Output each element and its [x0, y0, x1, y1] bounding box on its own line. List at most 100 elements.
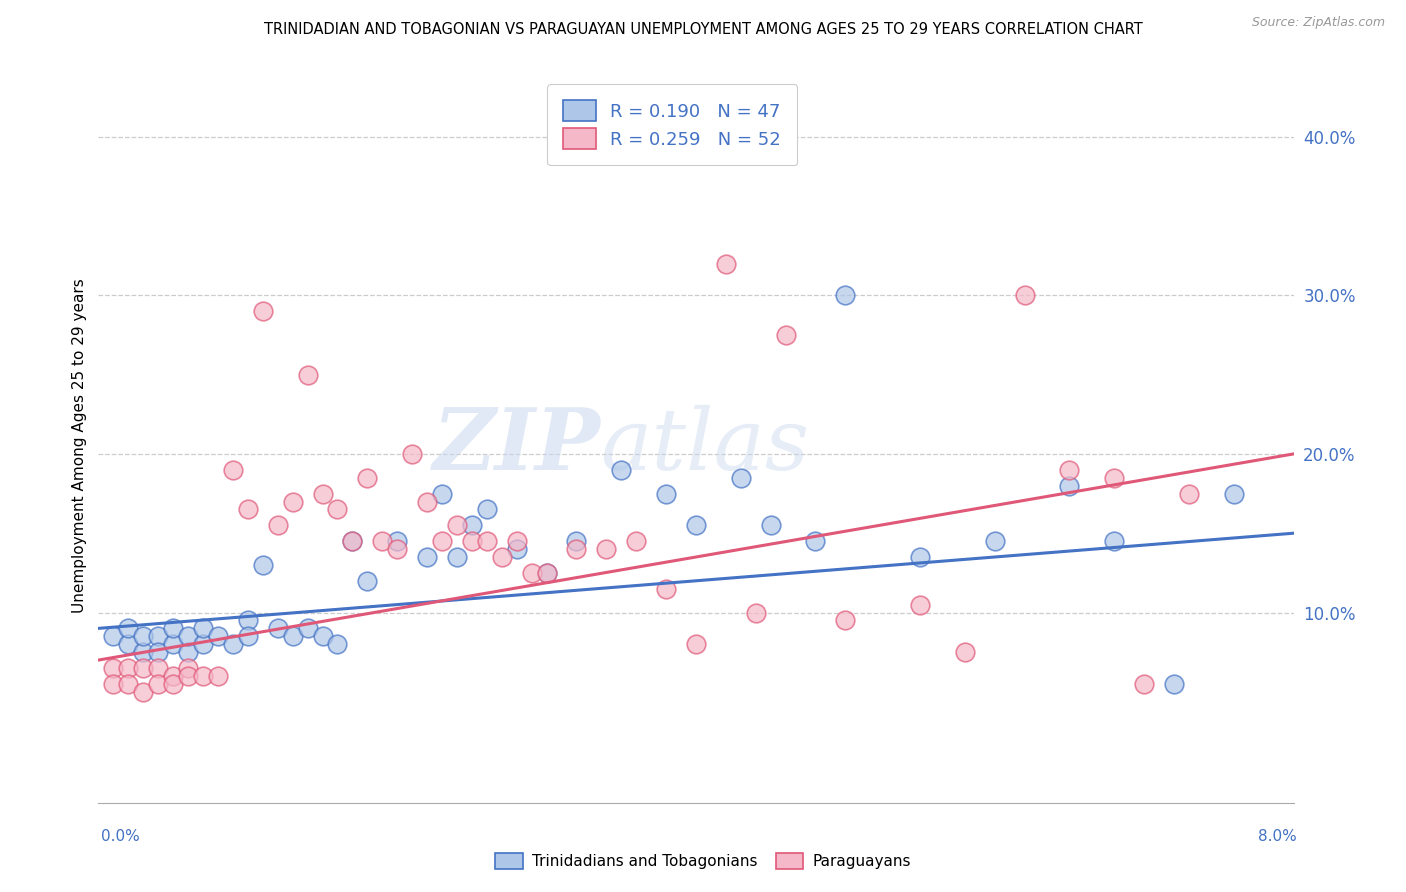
Point: [595, 542, 617, 557]
Point: [117, 621, 139, 635]
Point: [132, 685, 155, 699]
Point: [267, 518, 290, 533]
Point: [506, 534, 529, 549]
Point: [236, 614, 259, 628]
Point: [983, 534, 1005, 549]
Point: [416, 494, 439, 508]
Point: [385, 534, 409, 549]
Point: [685, 637, 707, 651]
Point: [730, 471, 752, 485]
Point: [177, 669, 200, 683]
Point: [177, 645, 200, 659]
Point: [148, 629, 170, 643]
Point: [536, 566, 558, 580]
Text: TRINIDADIAN AND TOBAGONIAN VS PARAGUAYAN UNEMPLOYMENT AMONG AGES 25 TO 29 YEARS : TRINIDADIAN AND TOBAGONIAN VS PARAGUAYAN…: [264, 22, 1142, 37]
Point: [177, 661, 200, 675]
Point: [207, 629, 229, 643]
Point: [311, 486, 333, 500]
Point: [162, 677, 184, 691]
Point: [132, 629, 155, 643]
Point: [162, 669, 184, 683]
Point: [132, 645, 155, 659]
Point: [267, 621, 290, 635]
Point: [207, 669, 229, 683]
Point: [326, 502, 349, 516]
Point: [401, 447, 423, 461]
Point: [506, 542, 529, 557]
Point: [416, 549, 439, 564]
Point: [342, 534, 364, 549]
Point: [148, 677, 170, 691]
Legend: Trinidadians and Tobagonians, Paraguayans: Trinidadians and Tobagonians, Paraguayan…: [489, 847, 917, 875]
Point: [236, 502, 259, 516]
Text: atlas: atlas: [600, 405, 810, 487]
Point: [685, 518, 707, 533]
Point: [491, 549, 513, 564]
Point: [297, 621, 319, 635]
Point: [1133, 677, 1156, 691]
Point: [162, 637, 184, 651]
Point: [132, 661, 155, 675]
Point: [953, 645, 976, 659]
Point: [117, 637, 139, 651]
Point: [103, 661, 125, 675]
Point: [714, 257, 737, 271]
Point: [475, 534, 498, 549]
Point: [148, 661, 170, 675]
Point: [430, 534, 453, 549]
Point: [117, 677, 139, 691]
Text: ZIP: ZIP: [433, 404, 600, 488]
Point: [191, 669, 214, 683]
Point: [775, 328, 797, 343]
Point: [148, 645, 170, 659]
Point: [565, 542, 588, 557]
Point: [252, 304, 274, 318]
Point: [1059, 478, 1081, 492]
Point: [356, 574, 378, 588]
Point: [1059, 463, 1081, 477]
Point: [520, 566, 543, 580]
Point: [1163, 677, 1185, 691]
Point: [908, 549, 931, 564]
Point: [475, 502, 498, 516]
Point: [461, 518, 484, 533]
Point: [117, 661, 139, 675]
Point: [804, 534, 827, 549]
Point: [610, 463, 633, 477]
Point: [162, 621, 184, 635]
Point: [252, 558, 274, 572]
Point: [191, 621, 214, 635]
Point: [356, 471, 378, 485]
Point: [1014, 288, 1036, 302]
Point: [371, 534, 394, 549]
Point: [446, 518, 468, 533]
Point: [222, 637, 245, 651]
Point: [222, 463, 245, 477]
Point: [342, 534, 364, 549]
Point: [461, 534, 484, 549]
Text: Source: ZipAtlas.com: Source: ZipAtlas.com: [1251, 16, 1385, 29]
Point: [624, 534, 647, 549]
Point: [655, 582, 678, 596]
Point: [191, 637, 214, 651]
Point: [834, 288, 856, 302]
Point: [1102, 534, 1125, 549]
Text: 0.0%: 0.0%: [101, 830, 141, 844]
Point: [446, 549, 468, 564]
Point: [759, 518, 782, 533]
Text: 8.0%: 8.0%: [1257, 830, 1296, 844]
Point: [281, 629, 304, 643]
Point: [236, 629, 259, 643]
Point: [326, 637, 349, 651]
Legend: R = 0.190   N = 47, R = 0.259   N = 52: R = 0.190 N = 47, R = 0.259 N = 52: [547, 84, 797, 165]
Point: [1102, 471, 1125, 485]
Point: [297, 368, 319, 382]
Point: [103, 629, 125, 643]
Point: [311, 629, 333, 643]
Point: [385, 542, 409, 557]
Point: [655, 486, 678, 500]
Point: [1222, 486, 1246, 500]
Point: [430, 486, 453, 500]
Point: [1178, 486, 1201, 500]
Y-axis label: Unemployment Among Ages 25 to 29 years: Unemployment Among Ages 25 to 29 years: [72, 278, 87, 614]
